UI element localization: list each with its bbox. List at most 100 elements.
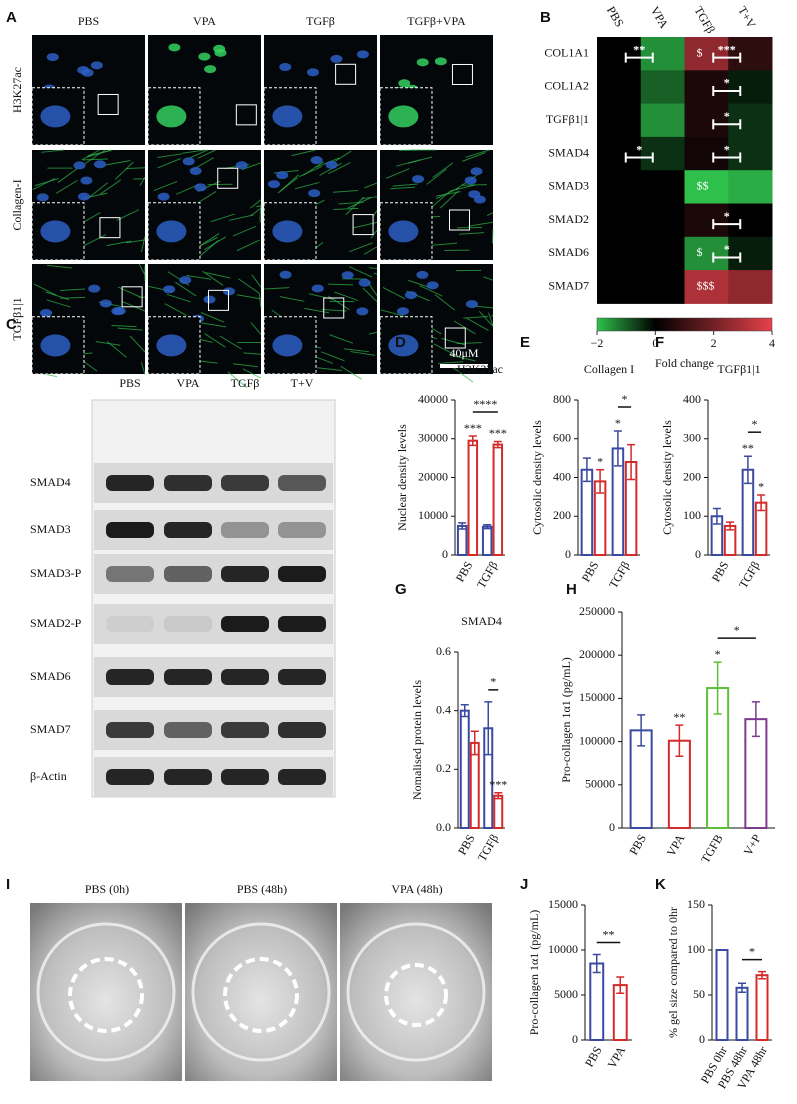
fiber: [321, 308, 347, 312]
fiber: [200, 312, 225, 323]
fiber: [437, 361, 463, 365]
x-tick-label: PBS: [582, 1044, 605, 1069]
fiber: [188, 149, 208, 159]
nucleus: [434, 57, 447, 66]
sig-bracket: [712, 219, 742, 230]
fiber: [238, 278, 260, 294]
fiber: [106, 341, 127, 358]
fiber: [59, 288, 86, 291]
fiber: [99, 179, 121, 195]
fiber: [332, 190, 358, 193]
sig-label: *: [752, 417, 758, 431]
blot-row: SMAD7: [30, 722, 71, 736]
fiber: [56, 179, 78, 194]
heatmap-cell: [597, 136, 642, 171]
dish-rim: [191, 922, 331, 1062]
inset-nucleus: [40, 220, 71, 243]
band: [221, 566, 269, 582]
fiber: [129, 335, 146, 353]
nucleus: [470, 167, 483, 176]
y-tick-label: 100: [687, 942, 705, 956]
fiber: [219, 335, 242, 350]
micrograph: [31, 149, 146, 261]
fiber: [201, 322, 227, 328]
blot-row: SMAD3: [30, 522, 71, 536]
fiber: [317, 367, 342, 372]
band: [164, 522, 212, 538]
nucleus: [356, 50, 369, 59]
y-tick-label: 800: [553, 392, 571, 406]
heatmap-cell: [684, 270, 729, 304]
fiber: [491, 314, 494, 317]
nucleus: [179, 276, 192, 285]
nucleus: [214, 48, 227, 57]
inset-nucleus: [40, 105, 71, 128]
fiber: [338, 201, 364, 205]
micrograph: [263, 35, 377, 146]
y-tick-label: 40000: [418, 392, 448, 406]
sig-bracket: [712, 252, 742, 263]
fiber: [121, 301, 146, 312]
y-tick-label: 600: [553, 431, 571, 445]
fiber: [164, 303, 187, 317]
colorbar: [596, 317, 773, 332]
nucleus: [358, 278, 371, 287]
sig-label: *: [724, 242, 730, 256]
bar: [735, 986, 749, 1041]
nucleus: [308, 189, 321, 198]
error-bar: [468, 435, 477, 447]
fiber: [256, 205, 262, 208]
gel-outline: [384, 963, 448, 1027]
sig-label: *: [636, 142, 642, 156]
heatmap-cell: [597, 70, 642, 105]
cell-mark: $: [697, 45, 703, 59]
nucleus: [356, 307, 369, 316]
fiber: [329, 334, 354, 344]
fiber: [295, 181, 320, 190]
fiber: [57, 167, 79, 183]
error-bar: [494, 792, 503, 800]
fiber: [350, 351, 376, 356]
fiber: [461, 184, 487, 186]
sig-label: *: [749, 944, 755, 958]
fiber: [205, 272, 231, 279]
heatmap-cell: [684, 103, 729, 138]
fiber: [46, 299, 71, 308]
scale-bar: [440, 364, 488, 368]
fiber: [111, 324, 137, 328]
fiber: [227, 371, 248, 389]
nucleus: [396, 307, 409, 316]
sig-label: *: [615, 416, 621, 430]
fiber: [453, 320, 476, 335]
band: [221, 475, 269, 491]
fiber: [435, 187, 459, 200]
band: [106, 566, 154, 582]
x-tick-label: PBS: [709, 559, 732, 584]
cell-mark: $: [697, 245, 703, 259]
fiber: [390, 186, 416, 190]
band: [106, 669, 154, 685]
heatmap-cell: [684, 203, 729, 238]
heatmap-cell: [728, 170, 773, 204]
nucleus: [90, 61, 103, 70]
heatmap-cell: [640, 270, 685, 304]
zoom-box: [451, 63, 473, 85]
heatmap-cell: [728, 203, 773, 238]
heatmap-cell: [640, 37, 685, 71]
y-tick-label: 50000: [585, 777, 615, 791]
sig-label: *: [724, 142, 730, 156]
y-tick-label: 0: [565, 547, 571, 561]
heatmap-column: PBS: [604, 4, 627, 29]
fiber: [369, 267, 378, 270]
error-bar: [758, 970, 766, 980]
heatmap-column: VPA: [648, 4, 672, 31]
nucleus: [46, 53, 59, 62]
fiber: [259, 219, 262, 223]
chart-title: H3K27ac: [457, 362, 503, 376]
blot-column: PBS: [119, 376, 140, 390]
error-bar: [743, 455, 752, 485]
chart-title: Collagen I: [584, 362, 634, 376]
inset-nucleus: [388, 334, 419, 357]
sig-label: ***: [489, 778, 507, 792]
fiber: [452, 366, 474, 383]
